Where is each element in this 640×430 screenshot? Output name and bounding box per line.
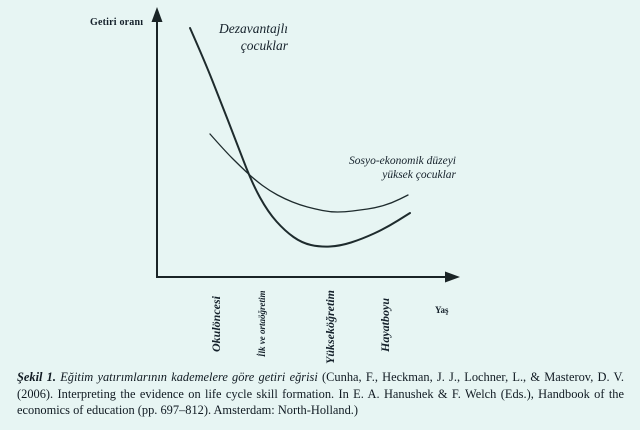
- y-axis-arrow-icon: [151, 7, 163, 22]
- annotation-advantaged-line2: yüksek çocuklar: [382, 168, 456, 181]
- curve-disadvantaged: [189, 27, 411, 248]
- tick-label-ilk-ve-ortaogretim: İlk ve ortaöğretim: [257, 290, 267, 358]
- y-axis-label: Getiri oranı: [90, 17, 144, 28]
- tick-label-yuksekogretim: Yükseköğretim: [323, 290, 337, 364]
- annotation-advantaged: Sosyo-ekonomik düzeyi yüksek çocuklar: [318, 155, 456, 182]
- x-axis-label: Yaş: [435, 305, 449, 315]
- caption-title: Eğitim yatırımlarının kademelere göre ge…: [55, 370, 323, 384]
- tick-label-okuloncesi: Okulöncesi: [209, 295, 223, 352]
- tick-label-hayatboyu: Hayatboyu: [378, 298, 392, 352]
- caption-reference: (Cunha, F., Heckman, J. J., Lochner, L.,…: [17, 370, 624, 418]
- figure-caption: Şekil 1. Eğitim yatırımlarının kademeler…: [17, 369, 624, 419]
- chart-area: Getiri oranı Yaş Dezavantajlı çocuklar S…: [90, 7, 460, 364]
- annotation-disadvantaged: Dezavantajlı çocuklar: [188, 20, 288, 54]
- annotation-disadvantaged-line1: Dezavantajlı: [219, 21, 288, 36]
- annotation-advantaged-line1: Sosyo-ekonomik düzeyi: [349, 155, 456, 167]
- chart-canvas: [151, 7, 460, 283]
- annotation-disadvantaged-line2: çocuklar: [240, 38, 288, 53]
- x-axis-arrow-icon: [445, 271, 460, 283]
- caption-figure-number: Şekil 1.: [17, 370, 56, 384]
- curve-advantaged: [209, 133, 409, 213]
